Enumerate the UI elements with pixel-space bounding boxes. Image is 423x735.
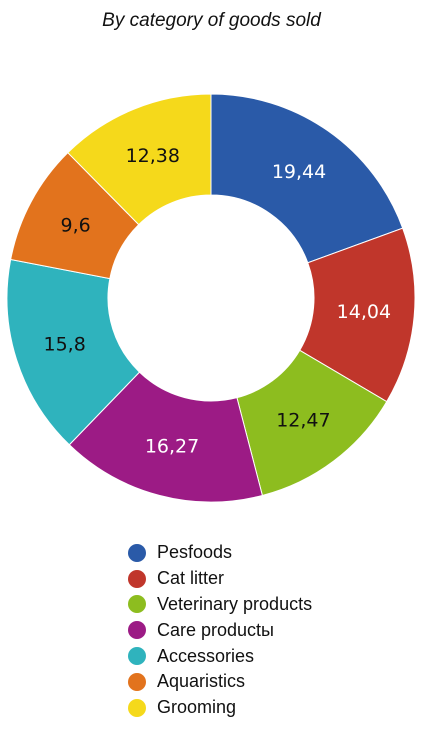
donut-value-labels: 19,44 14,04 12,47 16,27 15,8 9,6 12,38 [44,145,392,458]
legend-item-cat-litter: Cat litter [128,566,312,592]
legend-swatch-icon [128,595,146,614]
legend-swatch-icon [128,647,146,666]
legend-item-care-product: Care productы [128,617,312,643]
slice-pesfoods [210,93,404,264]
legend-item-accessories: Accessories [128,643,312,669]
donut-slices [6,93,416,503]
legend-swatch-icon [128,672,146,691]
slice-accessories [6,258,141,446]
legend-swatch-icon [128,621,146,640]
legend-label: Grooming [157,697,237,718]
value-label-pesfoods: 19,44 [272,161,326,183]
legend-item-grooming: Grooming [128,695,312,721]
legend-label: Pesfoods [157,542,233,563]
legend-item-veterinary-products: Veterinary products [128,592,312,618]
legend-label: Care productы [157,619,274,640]
legend-label: Veterinary products [157,593,313,614]
legend-label: Cat litter [157,568,225,589]
value-label-veterinary-products: 12,47 [276,410,330,432]
value-label-care-product: 16,27 [145,435,199,457]
value-label-grooming: 12,38 [126,145,180,167]
chart-legend: Pesfoods Cat litter Veterinary products Car… [128,540,312,721]
value-label-accessories: 15,8 [44,333,86,355]
legend-item-pesfoods: Pesfoods [128,540,312,566]
slice-care-product [68,371,263,503]
slice-grooming [67,93,212,226]
slice-cat-litter [299,227,416,403]
legend-swatch-icon [128,569,146,588]
legend-swatch-icon [128,543,146,562]
legend-item-aquaristics: Aquaristics [128,669,312,695]
legend-swatch-icon [128,698,146,717]
donut-chart: 19,44 14,04 12,47 16,27 15,8 9,6 12,38 [6,93,416,503]
legend-label: Accessories [157,645,255,666]
chart-title: By category of goods sold [102,10,321,31]
legend-label: Aquaristics [157,671,246,692]
value-label-cat-litter: 14,04 [337,301,391,323]
value-label-aquaristics: 9,6 [61,215,91,237]
